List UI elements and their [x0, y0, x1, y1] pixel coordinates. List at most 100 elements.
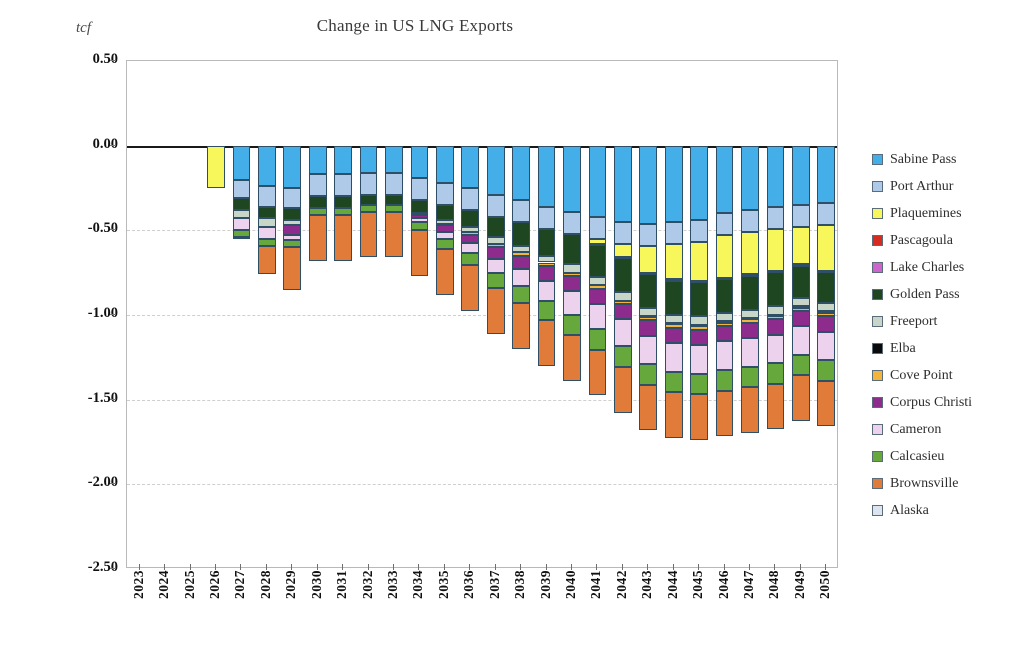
bar-group[interactable]	[359, 61, 378, 569]
bar-segment[interactable]	[791, 310, 810, 327]
bar-segment[interactable]	[690, 316, 709, 325]
bar-segment[interactable]	[613, 258, 632, 293]
bar-segment[interactable]	[563, 291, 581, 315]
bar-segment[interactable]	[588, 276, 607, 286]
bar-group[interactable]	[766, 61, 785, 569]
bar-segment[interactable]	[791, 204, 810, 227]
bar-segment[interactable]	[639, 320, 658, 336]
bar-segment[interactable]	[741, 309, 759, 319]
bar-segment[interactable]	[715, 341, 734, 371]
bar-segment[interactable]	[817, 225, 836, 271]
bar-segment[interactable]	[512, 255, 531, 270]
bar-segment[interactable]	[588, 285, 607, 289]
bar-segment[interactable]	[308, 145, 327, 175]
bar-segment[interactable]	[817, 302, 836, 312]
bar-segment[interactable]	[435, 145, 454, 183]
bar-segment[interactable]	[690, 242, 709, 282]
bar-segment[interactable]	[588, 145, 607, 217]
bar-segment[interactable]	[461, 265, 480, 311]
bar-group[interactable]	[461, 61, 480, 569]
bar-segment[interactable]	[486, 287, 505, 334]
bar-segment[interactable]	[257, 238, 276, 246]
bar-segment[interactable]	[486, 272, 505, 288]
bar-group[interactable]	[435, 61, 454, 569]
bar-segment[interactable]	[690, 282, 709, 317]
bar-segment[interactable]	[766, 316, 785, 320]
bar-segment[interactable]	[741, 338, 759, 367]
bar-segment[interactable]	[512, 303, 531, 349]
bar-segment[interactable]	[232, 210, 251, 219]
bar-group[interactable]	[639, 61, 658, 569]
bar-segment[interactable]	[257, 145, 276, 187]
bar-segment[interactable]	[741, 319, 759, 323]
bar-segment[interactable]	[410, 215, 429, 219]
bar-segment[interactable]	[690, 326, 709, 330]
bar-group[interactable]	[257, 61, 276, 569]
bar-segment[interactable]	[435, 220, 454, 224]
bar-segment[interactable]	[486, 243, 505, 248]
bar-segment[interactable]	[613, 319, 632, 347]
bar-segment[interactable]	[766, 363, 785, 384]
bar-segment[interactable]	[791, 375, 810, 421]
bar-segment[interactable]	[232, 179, 251, 199]
bar-segment[interactable]	[791, 226, 810, 265]
bar-segment[interactable]	[537, 255, 556, 263]
bar-segment[interactable]	[664, 324, 683, 328]
bar-segment[interactable]	[410, 213, 429, 216]
legend-item[interactable]: Port Arthur	[872, 173, 1022, 200]
bar-group[interactable]	[131, 61, 149, 569]
bar-segment[interactable]	[334, 215, 353, 261]
legend-item[interactable]: Sabine Pass	[872, 146, 1022, 173]
bar-segment[interactable]	[232, 145, 251, 180]
bar-segment[interactable]	[817, 203, 836, 226]
bar-segment[interactable]	[512, 286, 531, 304]
bar-segment[interactable]	[613, 221, 632, 244]
bar-segment[interactable]	[817, 272, 836, 303]
bar-segment[interactable]	[334, 145, 353, 175]
bar-segment[interactable]	[334, 174, 353, 197]
bar-segment[interactable]	[410, 145, 429, 178]
bar-segment[interactable]	[512, 252, 531, 256]
bar-segment[interactable]	[308, 208, 327, 216]
bar-segment[interactable]	[690, 220, 709, 243]
bar-segment[interactable]	[563, 276, 581, 292]
bar-segment[interactable]	[257, 245, 276, 275]
bar-segment[interactable]	[512, 221, 531, 246]
legend-item[interactable]: Golden Pass	[872, 281, 1022, 308]
bar-segment[interactable]	[283, 220, 302, 226]
bar-segment[interactable]	[486, 237, 505, 244]
bar-segment[interactable]	[308, 215, 327, 261]
bar-segment[interactable]	[613, 366, 632, 413]
bar-segment[interactable]	[741, 366, 759, 388]
bar-segment[interactable]	[232, 198, 251, 210]
bar-segment[interactable]	[461, 210, 480, 227]
bar-segment[interactable]	[232, 230, 251, 238]
bar-group[interactable]	[182, 61, 200, 569]
bar-segment[interactable]	[283, 188, 302, 209]
bar-segment[interactable]	[563, 272, 581, 277]
bar-segment[interactable]	[766, 228, 785, 271]
bar-segment[interactable]	[385, 204, 403, 212]
bar-segment[interactable]	[639, 364, 658, 385]
bar-segment[interactable]	[461, 253, 480, 266]
bar-segment[interactable]	[537, 281, 556, 302]
bar-segment[interactable]	[512, 199, 531, 222]
bar-segment[interactable]	[435, 182, 454, 205]
bar-group[interactable]	[817, 61, 836, 569]
bar-segment[interactable]	[385, 145, 403, 173]
bar-segment[interactable]	[359, 204, 378, 212]
bar-segment[interactable]	[715, 312, 734, 322]
bar-segment[interactable]	[766, 145, 785, 207]
bar-segment[interactable]	[664, 280, 683, 315]
bar-segment[interactable]	[461, 145, 480, 188]
bar-segment[interactable]	[817, 380, 836, 427]
bar-segment[interactable]	[563, 145, 581, 212]
bar-segment[interactable]	[690, 393, 709, 440]
bar-segment[interactable]	[537, 301, 556, 321]
bar-segment[interactable]	[766, 334, 785, 364]
bar-group[interactable]	[283, 61, 302, 569]
bar-segment[interactable]	[741, 322, 759, 339]
bar-segment[interactable]	[613, 304, 632, 320]
bar-segment[interactable]	[257, 226, 276, 239]
bar-segment[interactable]	[715, 145, 734, 214]
